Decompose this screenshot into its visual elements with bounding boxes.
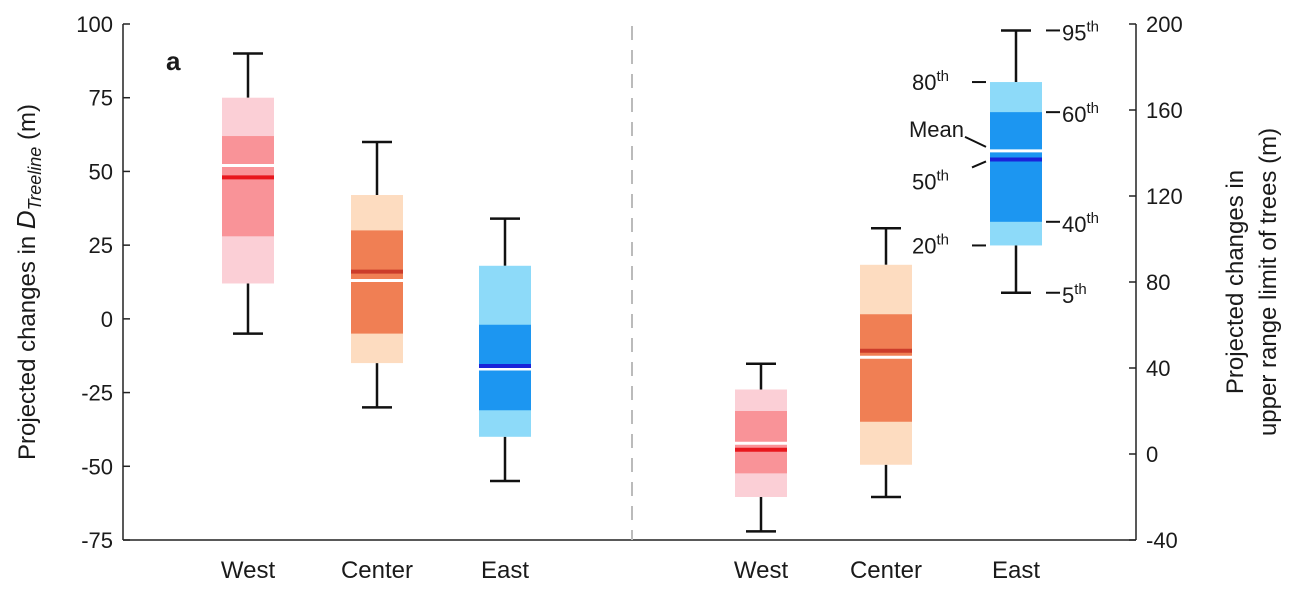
- right-box-west: [735, 362, 787, 533]
- p40-p60-band: [860, 314, 912, 422]
- left-y-ticks: 100 75 50 25 0 -25 -50 -75: [76, 12, 130, 553]
- legend-p50-leader: [971, 160, 987, 169]
- left-box-center: [351, 140, 403, 409]
- left-y-tick-label: -50: [81, 454, 113, 479]
- legend-p40-label: 40th: [1062, 210, 1099, 237]
- right-y-ticks: 200 160 120 80 40 0 -40: [1129, 12, 1183, 553]
- left-y-tick-label: 75: [89, 86, 113, 111]
- right-box-center: [860, 227, 912, 499]
- percentile-legend: 95th 60th 40th 5th 80th 50th 20th Mean: [909, 18, 1099, 307]
- legend-p95-label: 95th: [1062, 18, 1099, 45]
- left-x-category-label: West: [221, 557, 276, 584]
- right-x-category-label: West: [734, 557, 789, 584]
- legend-p5-label: 5th: [1062, 281, 1087, 308]
- left-x-category-label: East: [481, 557, 529, 584]
- right-x-category-label: Center: [850, 557, 922, 584]
- box-plots: [222, 29, 1042, 533]
- legend-p60-label: 60th: [1062, 100, 1099, 127]
- legend-p20-label: 20th: [912, 231, 949, 258]
- legend-p80-label: 80th: [912, 68, 949, 95]
- p40-p60-band: [990, 112, 1042, 222]
- right-y-tick-label: 160: [1146, 98, 1183, 123]
- left-box-west: [222, 52, 274, 335]
- x-category-labels: West Center East West Center East: [221, 557, 1040, 584]
- left-y-tick-label: 50: [89, 159, 113, 184]
- left-y-tick-label: -75: [81, 528, 113, 553]
- right-y-axis-label-line2: upper range limit of trees (m): [1255, 128, 1282, 436]
- left-y-tick-label: 25: [89, 233, 113, 258]
- left-y-axis-label: Projected changes in DTreeline (m): [11, 104, 45, 460]
- panel-label: a: [166, 46, 181, 76]
- right-box-east: [990, 29, 1042, 294]
- right-y-tick-label: 200: [1146, 12, 1183, 37]
- left-y-tick-label: -25: [81, 381, 113, 406]
- right-y-axis-label-line1: Projected changes in: [1222, 170, 1249, 394]
- legend-mean-label: Mean: [909, 117, 964, 142]
- right-y-tick-label: -40: [1146, 528, 1178, 553]
- right-y-tick-label: 40: [1146, 356, 1170, 381]
- p40-p60-band: [222, 136, 274, 237]
- left-y-tick-label: 100: [76, 12, 113, 37]
- legend-p50-label: 50th: [912, 167, 949, 194]
- left-y-tick-label: 0: [101, 307, 113, 332]
- left-box-east: [479, 217, 531, 483]
- right-y-tick-label: 120: [1146, 184, 1183, 209]
- right-y-tick-label: 80: [1146, 270, 1170, 295]
- right-y-tick-label: 0: [1146, 442, 1158, 467]
- legend-mean-leader: [964, 135, 987, 148]
- right-x-category-label: East: [992, 557, 1040, 584]
- left-x-category-label: Center: [341, 557, 413, 584]
